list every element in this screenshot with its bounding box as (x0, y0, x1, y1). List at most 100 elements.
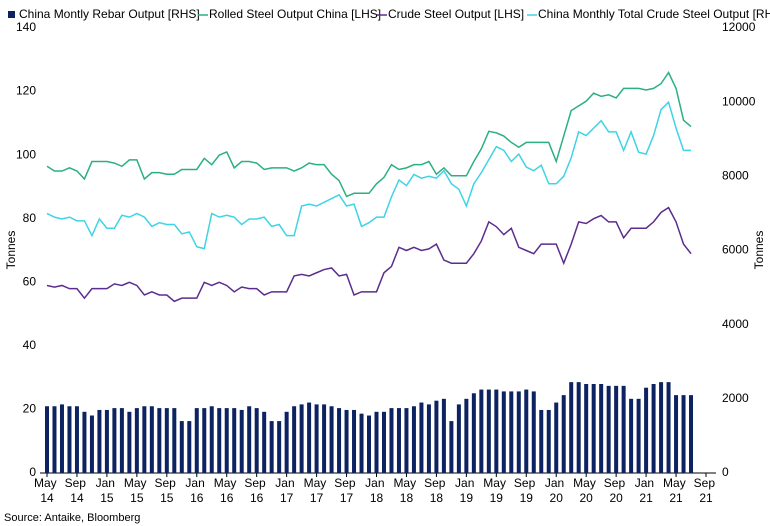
bar (104, 409, 109, 473)
bar (606, 385, 611, 473)
bar (254, 408, 259, 473)
bar (426, 404, 431, 473)
y-tick-label: 60 (23, 274, 37, 288)
y-tick-label: 120 (16, 84, 36, 98)
y2-tick-label: 6000 (722, 243, 749, 257)
bar (569, 382, 574, 473)
bar (202, 408, 207, 473)
bar (74, 406, 79, 473)
bar (621, 385, 626, 473)
bar (344, 409, 349, 473)
y2-tick-label: 4000 (722, 317, 749, 331)
x-tick-label: Sep 16 (244, 476, 269, 505)
line-series (46, 100, 692, 250)
bar (591, 384, 596, 473)
x-tick-label: May 18 (393, 476, 419, 505)
bar (374, 411, 379, 473)
x-tick-label: May 21 (663, 476, 689, 505)
bar (352, 409, 357, 473)
bar (456, 404, 461, 473)
bar (367, 415, 372, 473)
x-tick-label: Sep 20 (604, 476, 629, 505)
x-tick-label: Sep 17 (334, 476, 359, 505)
legend-label: Crude Steel Output [LHS] (388, 7, 524, 21)
y2-tick-label: 0 (722, 465, 729, 479)
y2-tick-label: 2000 (722, 391, 749, 405)
bar (209, 406, 214, 473)
bar (45, 406, 49, 473)
bar (674, 395, 679, 473)
bar (509, 391, 514, 473)
x-tick-label: Sep 15 (154, 476, 179, 505)
bar (224, 408, 229, 473)
bar (539, 409, 544, 473)
y2-tick-label: 8000 (722, 169, 749, 183)
bar (666, 382, 671, 473)
x-tick-label: Sep 19 (514, 476, 539, 505)
bar (381, 411, 386, 473)
bar (119, 408, 124, 473)
bar (516, 391, 521, 473)
bar (681, 395, 686, 473)
bar (307, 402, 312, 473)
bar (659, 382, 664, 473)
legend-swatch (8, 11, 15, 18)
bar (337, 408, 342, 473)
bar (494, 389, 499, 473)
y2-tick-label: 12000 (722, 20, 756, 34)
x-tick-label: May 19 (483, 476, 509, 505)
bar (217, 408, 222, 473)
bar (97, 409, 102, 473)
bar (59, 404, 64, 473)
bar (187, 421, 192, 473)
bar (479, 389, 484, 473)
bar (614, 385, 619, 473)
x-tick-label: May 17 (304, 476, 330, 505)
bar (262, 411, 267, 473)
bar (449, 421, 454, 473)
legend-label: China Montly Rebar Output [RHS] (19, 7, 200, 21)
bar (239, 409, 244, 473)
bar (441, 398, 446, 473)
bar (194, 408, 199, 473)
bar (561, 395, 566, 473)
bar (464, 398, 469, 473)
bar (314, 404, 319, 473)
x-tick-label: Jan 20 (545, 476, 568, 505)
y-tick-label: 0 (29, 465, 36, 479)
bar (127, 411, 132, 473)
bar (134, 408, 139, 473)
y-tick-label: 80 (23, 211, 37, 225)
bar (471, 393, 476, 473)
x-tick-label: May 16 (214, 476, 240, 505)
bar (112, 408, 117, 473)
bar (651, 384, 656, 473)
bar (419, 402, 424, 473)
bar (689, 395, 694, 473)
bar (247, 406, 252, 473)
bar (232, 408, 237, 473)
bar (329, 406, 334, 473)
bar (164, 408, 169, 473)
x-tick-label: May 15 (124, 476, 150, 505)
bar (322, 404, 327, 473)
y-tick-label: 100 (16, 147, 36, 161)
bar (644, 387, 649, 473)
bar (389, 408, 394, 473)
bar (284, 411, 289, 473)
legend-label: Rolled Steel Output China [LHS] (209, 7, 381, 21)
y-tick-label: 140 (16, 20, 36, 34)
y-axis-label: Tonnes (4, 231, 18, 270)
bar (52, 406, 57, 473)
bar (411, 406, 416, 473)
bar (359, 413, 364, 473)
bar (299, 404, 304, 473)
bar (149, 406, 154, 473)
y2-tick-label: 10000 (722, 94, 756, 108)
bar (584, 384, 589, 473)
x-tick-label: Jan 18 (365, 476, 388, 505)
bar (524, 389, 529, 473)
x-tick-label: Jan 19 (455, 476, 478, 505)
line-series (46, 70, 692, 198)
y-tick-label: 20 (23, 402, 37, 416)
